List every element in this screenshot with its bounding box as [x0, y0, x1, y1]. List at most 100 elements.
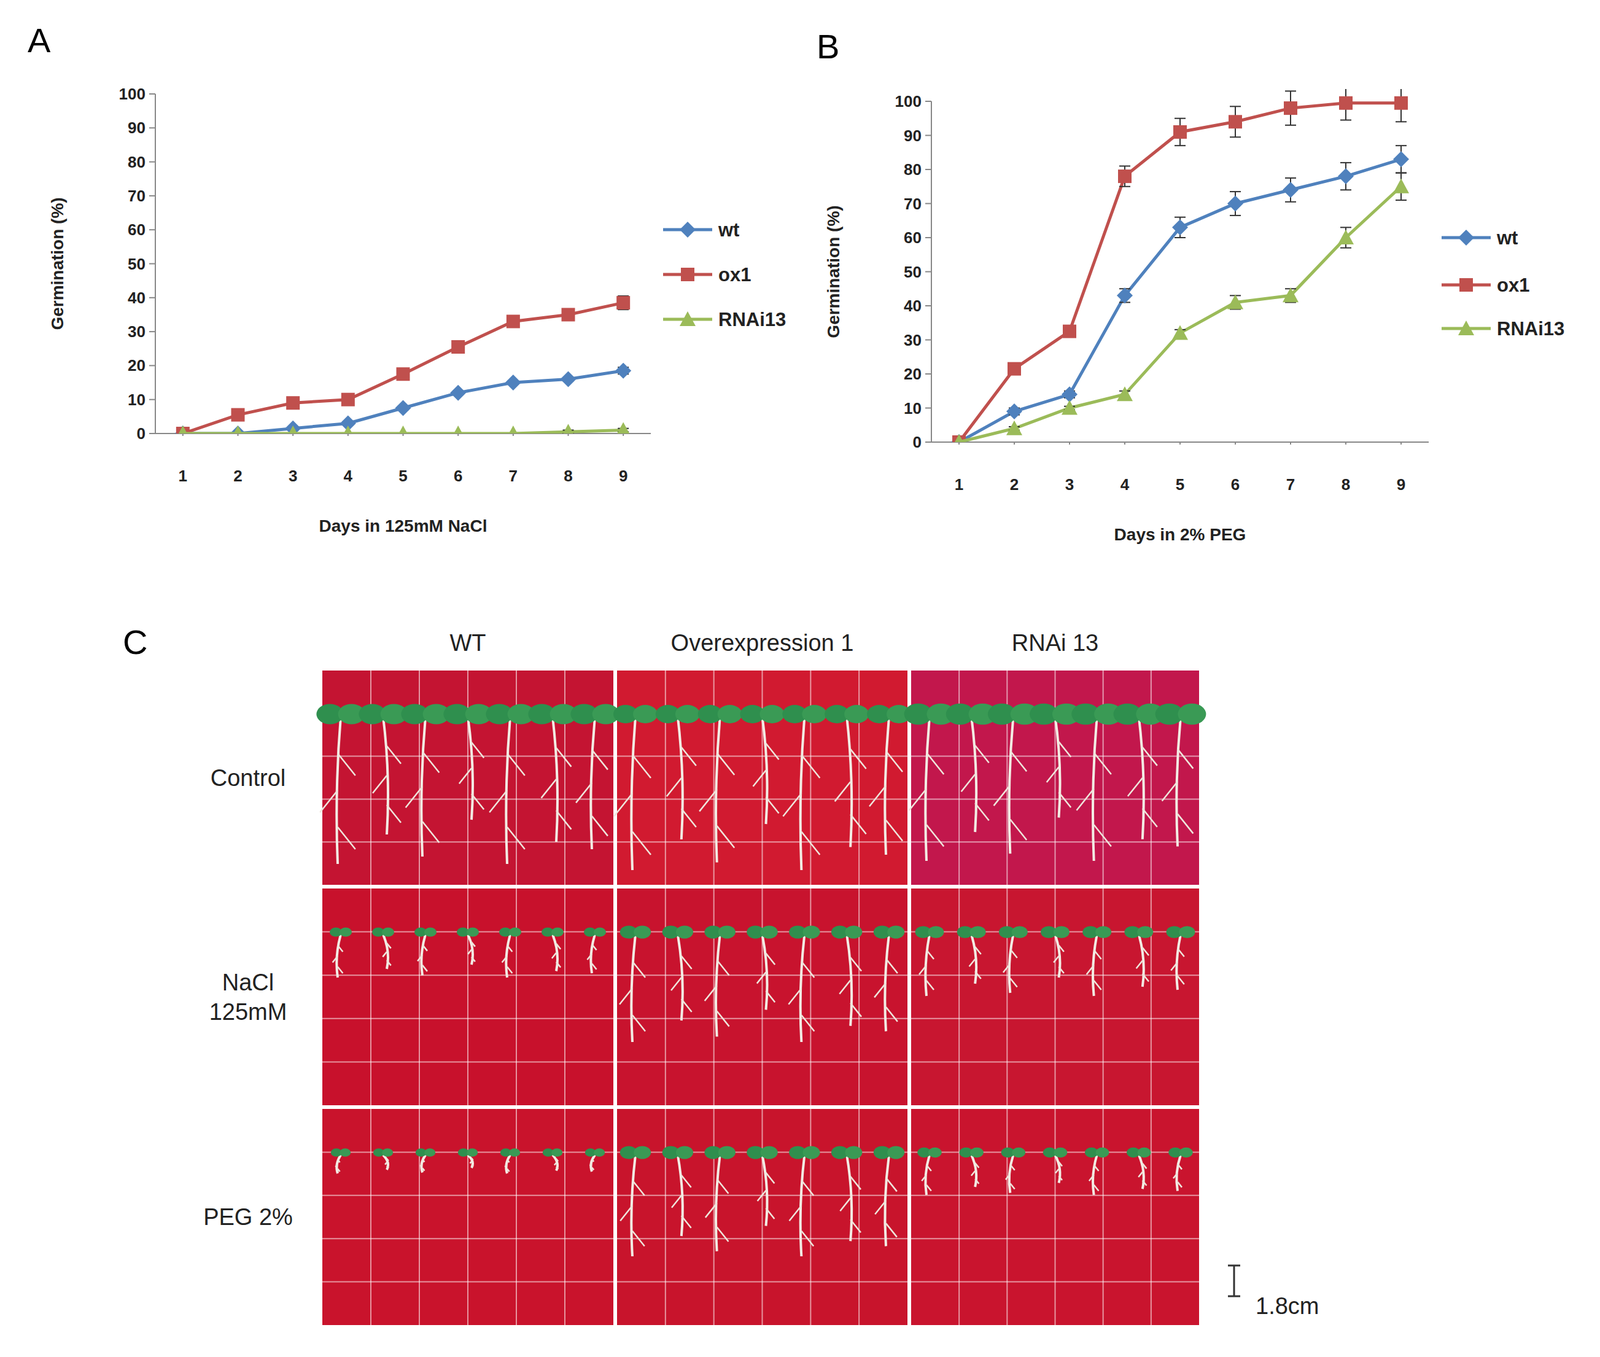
legend-label: RNAi13 [718, 308, 786, 331]
plate-grid [958, 888, 960, 1106]
y-tick-label: 50 [903, 262, 922, 282]
seedling [458, 1148, 478, 1168]
seedling [500, 1148, 521, 1174]
marker [951, 434, 967, 443]
chart-panel: B0102030405060708090100123456789Days in … [816, 27, 1565, 544]
plate-grid [761, 670, 764, 885]
y-tick [925, 339, 932, 341]
seedling [372, 927, 395, 970]
plate-grid [322, 1194, 614, 1197]
x-tick-label: 9 [1396, 475, 1406, 494]
plate-grid [911, 1237, 1200, 1239]
marker [1173, 125, 1187, 139]
seedling [915, 925, 945, 996]
seedling [831, 1146, 863, 1242]
y-tick [925, 236, 932, 239]
series-line [959, 103, 1402, 443]
seedling [400, 704, 450, 858]
plate-grid [418, 1108, 420, 1325]
plate-photo [617, 888, 908, 1106]
y-tick-label: 70 [127, 186, 146, 206]
plate-photo [904, 670, 1207, 885]
seedling [746, 1146, 778, 1227]
chart-panel: A0102030405060708090100123456789Days in … [27, 20, 786, 536]
y-tick [149, 297, 156, 299]
x-tick-label: 5 [398, 466, 408, 486]
x-tick-label: 2 [233, 466, 242, 486]
plate-grid [713, 1108, 715, 1325]
plate-grid [515, 888, 517, 1106]
plate-grid [713, 888, 715, 1106]
plot-area [951, 89, 1410, 443]
marker [396, 367, 411, 381]
y-tick-label: 100 [895, 92, 922, 111]
marker [340, 425, 357, 434]
marker [1394, 96, 1408, 110]
x-tick-label: 2 [1009, 475, 1019, 494]
legend-item: RNAi13 [1441, 318, 1565, 340]
seedling [528, 704, 577, 843]
seedling [917, 1147, 942, 1195]
seedling [866, 704, 912, 855]
plate-grid [958, 1108, 960, 1325]
seedling [373, 1148, 393, 1170]
y-axis [930, 101, 933, 443]
seedling [704, 925, 735, 1037]
y-tick-label: 20 [127, 356, 146, 375]
y-tick-label: 10 [903, 399, 922, 418]
plate-grid [911, 1017, 1200, 1020]
seedling [904, 703, 956, 861]
plate-grid [564, 1108, 566, 1325]
marker [560, 423, 577, 434]
plate [617, 888, 908, 1106]
y-axis-title: Germination (%) [823, 205, 843, 338]
marker [679, 311, 696, 327]
marker [506, 314, 521, 329]
row-label: PEG 2% [203, 1203, 293, 1230]
plate-grid [713, 670, 715, 885]
column-head: RNAi 13 [1011, 629, 1100, 656]
marker [1062, 324, 1077, 339]
seedling [1124, 925, 1154, 987]
y-tick [925, 135, 932, 137]
seedling [499, 927, 522, 979]
plate-photo [617, 1108, 908, 1325]
marker [1458, 320, 1475, 336]
plate-grid [664, 888, 667, 1106]
seedling [1126, 1147, 1152, 1190]
plate [322, 670, 614, 885]
y-tick [149, 127, 156, 129]
plot-area [174, 295, 632, 434]
panel-letter: C [122, 622, 148, 662]
seedling [788, 925, 820, 1043]
plate [911, 888, 1200, 1106]
plate-grid [858, 1108, 860, 1325]
seedling [998, 925, 1028, 993]
plate-grid [515, 670, 517, 885]
marker [1007, 362, 1022, 376]
seedling [613, 704, 658, 870]
marker [1006, 403, 1023, 420]
plate-grid [617, 798, 908, 800]
panel-letter: B [816, 27, 840, 66]
seedling [831, 925, 863, 1026]
seedling [655, 704, 700, 840]
marker [1116, 386, 1133, 401]
y-tick-label: 70 [903, 194, 922, 214]
plate-grid [1006, 670, 1008, 885]
seedling [704, 1146, 735, 1252]
plate [617, 670, 908, 885]
plate-grid [370, 888, 372, 1106]
seedling [414, 927, 437, 976]
marker [679, 221, 696, 238]
seedling [583, 927, 606, 974]
plate-grid [322, 755, 614, 758]
marker [1228, 114, 1243, 129]
plate-grid [1150, 1108, 1152, 1325]
plate-grid [1150, 670, 1152, 885]
legend-item: RNAi13 [663, 308, 786, 331]
series-line [959, 159, 1402, 443]
x-tick-label: 6 [1231, 475, 1240, 494]
marker [616, 295, 630, 310]
plate [911, 670, 1200, 885]
